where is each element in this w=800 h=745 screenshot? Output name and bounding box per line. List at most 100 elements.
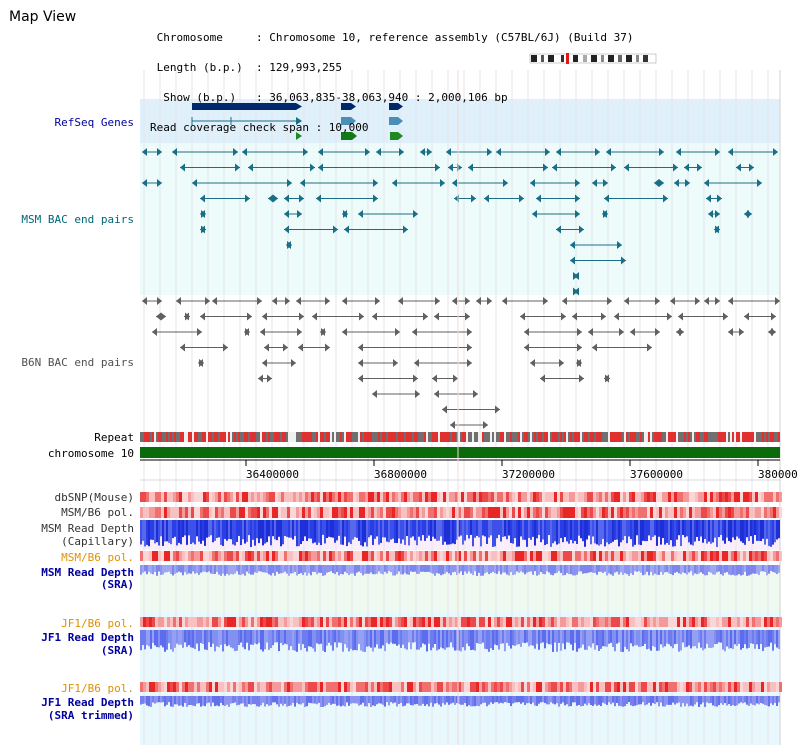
- dbsnp-cell: [764, 492, 767, 502]
- msm-depth-cap-bar: [382, 520, 384, 538]
- jf1-depth-bar: [684, 630, 686, 648]
- msm-depth-cap-bar: [332, 520, 334, 538]
- jf1-depth-trim-bar: [240, 696, 242, 704]
- track-label-dbsnp[interactable]: dbSNP(Mouse): [54, 491, 134, 504]
- msm-depth-cap-bar: [538, 520, 540, 535]
- msm-b6-pol-cell: [446, 551, 449, 561]
- msm-b6-pol-cell: [296, 551, 299, 561]
- msm-depth-cap-bar: [596, 520, 598, 545]
- jf1-depth-trim-bar: [166, 696, 168, 705]
- msm-depth-cap-bar: [436, 520, 438, 541]
- jf1-depth-bar: [288, 630, 290, 651]
- dbsnp-cell: [287, 492, 290, 502]
- jf1-depth-trim-bar: [620, 696, 622, 707]
- jf1-depth-trim-bar: [636, 696, 638, 706]
- jf1-depth-trim-bar: [734, 696, 736, 706]
- track-label-msm-bac[interactable]: MSM BAC end pairs: [21, 213, 134, 226]
- track-label-msm-b6-pol-2[interactable]: MSM/B6 pol.: [61, 551, 134, 564]
- msm-depth-cap-bar: [748, 520, 750, 542]
- msm-depth-sra-bar: [534, 565, 536, 572]
- msm-bac-end-right: [427, 148, 432, 156]
- msm-b6-pol-cell: [350, 551, 353, 561]
- jf1-b6-pol-cell: [659, 617, 662, 627]
- msm-depth-cap-bar: [642, 520, 644, 541]
- jf1-depth-bar: [520, 630, 522, 647]
- msm-b6-pol-cell: [476, 551, 479, 561]
- dbsnp-cell: [470, 492, 473, 502]
- b6n-bac-end-left: [200, 312, 205, 321]
- repeat-segment: [464, 432, 466, 442]
- jf1-depth-trim-bar: [430, 696, 432, 703]
- b6n-bac-end-left: [476, 297, 481, 305]
- jf1-depth-trim-bar: [276, 696, 278, 705]
- track-label-msm-b6-pol-1[interactable]: MSM/B6 pol.: [61, 506, 134, 519]
- jf1-b6-pol-cell: [383, 682, 386, 692]
- jf1-depth-trim-bar: [440, 696, 442, 707]
- jf1-b6-pol-cell: [614, 617, 617, 627]
- repeat-segment: [212, 432, 214, 442]
- track-label-msm-read-depth-capillary[interactable]: MSM Read Depth: [41, 522, 134, 535]
- dbsnp-cell: [680, 492, 683, 502]
- jf1-depth-bar: [264, 630, 266, 650]
- track-label-jf1-b6-pol-2[interactable]: JF1/B6 pol.: [61, 682, 134, 695]
- jf1-b6-pol-cell: [671, 682, 674, 692]
- track-label-jf1-read-depth[interactable]: JF1 Read Depth: [41, 631, 134, 644]
- track-label-jf1-b6-pol-1[interactable]: JF1/B6 pol.: [61, 617, 134, 630]
- msm-depth-cap-bar: [288, 520, 290, 538]
- jf1-b6-pol-cell: [554, 617, 557, 627]
- jf1-depth-bar: [442, 630, 444, 649]
- jf1-b6-pol-cell: [758, 682, 761, 692]
- track-label-refseq[interactable]: RefSeq Genes: [54, 116, 134, 129]
- jf1-b6-pol-cell: [725, 682, 728, 692]
- msm-depth-cap-bar: [672, 520, 674, 547]
- jf1-b6-pol-cell: [458, 682, 461, 692]
- jf1-depth-trim-bar: [722, 696, 724, 705]
- jf1-depth-bar: [200, 630, 202, 643]
- jf1-b6-pol-cell: [452, 682, 455, 692]
- repeat-segment: [732, 432, 734, 442]
- chromosome-ideogram[interactable]: [528, 52, 660, 66]
- jf1-b6-pol-cell: [674, 682, 677, 692]
- jf1-b6-pol-cell: [509, 682, 512, 692]
- msm-b6-pol-cell: [713, 551, 716, 561]
- msm-bac-end-right: [157, 148, 162, 156]
- msm-depth-sra-bar: [486, 565, 488, 573]
- jf1-depth-bar: [606, 630, 608, 647]
- jf1-b6-pol-cell: [722, 682, 725, 692]
- dbsnp-cell: [503, 492, 506, 502]
- jf1-b6-pol-cell: [617, 682, 620, 692]
- jf1-depth-trim-bar: [372, 696, 374, 706]
- dbsnp-cell: [302, 492, 305, 502]
- dbsnp-cell: [224, 492, 227, 502]
- msm-depth-sra-bar: [540, 565, 542, 572]
- jf1-b6-pol-cell: [665, 617, 668, 627]
- jf1-depth-bar: [344, 630, 346, 645]
- track-label-jf1-read-depth-trimmed[interactable]: JF1 Read Depth: [41, 696, 134, 709]
- track-label-chromosome[interactable]: chromosome 10: [47, 447, 134, 460]
- jf1-depth-trim-bar: [460, 696, 462, 705]
- jf1-depth-trim-bar: [526, 696, 528, 704]
- jf1-b6-pol-cell: [686, 617, 689, 627]
- jf1-b6-pol-cell: [260, 682, 263, 692]
- msm-depth-cap-bar: [356, 520, 358, 538]
- msm-b6-pol-cell: [602, 507, 605, 518]
- msm-depth-cap-bar: [314, 520, 316, 543]
- b6n-bac-end-left: [296, 297, 301, 305]
- jf1-depth-trim-bar: [380, 696, 382, 704]
- jf1-b6-pol-cell: [770, 682, 773, 692]
- msm-b6-pol-cell: [437, 551, 440, 561]
- track-label-msm-read-depth-sra[interactable]: MSM Read Depth: [41, 566, 134, 579]
- b6n-bac-end-left: [156, 312, 161, 321]
- jf1-b6-pol-cell: [611, 617, 614, 627]
- info-line-chromosome: Chromosome : Chromosome 10, reference as…: [150, 31, 634, 44]
- jf1-b6-pol-cell: [683, 682, 686, 692]
- msm-depth-sra-bar: [246, 565, 248, 572]
- track-label-repeat[interactable]: Repeat: [94, 431, 134, 444]
- jf1-b6-pol-cell: [248, 682, 251, 692]
- gene-arrow: [296, 117, 302, 125]
- track-label-b6n-bac[interactable]: B6N BAC end pairs: [21, 356, 134, 369]
- msm-b6-pol-cell: [431, 507, 434, 518]
- repeat-segment: [278, 432, 280, 442]
- msm-depth-cap-bar: [154, 520, 156, 544]
- msm-depth-cap-bar: [552, 520, 554, 544]
